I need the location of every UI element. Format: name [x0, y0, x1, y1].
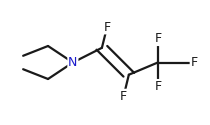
Text: F: F [190, 56, 198, 69]
Text: F: F [120, 90, 127, 103]
Text: N: N [68, 56, 77, 69]
Text: F: F [104, 20, 111, 34]
Text: F: F [154, 32, 161, 45]
Text: F: F [154, 80, 161, 93]
